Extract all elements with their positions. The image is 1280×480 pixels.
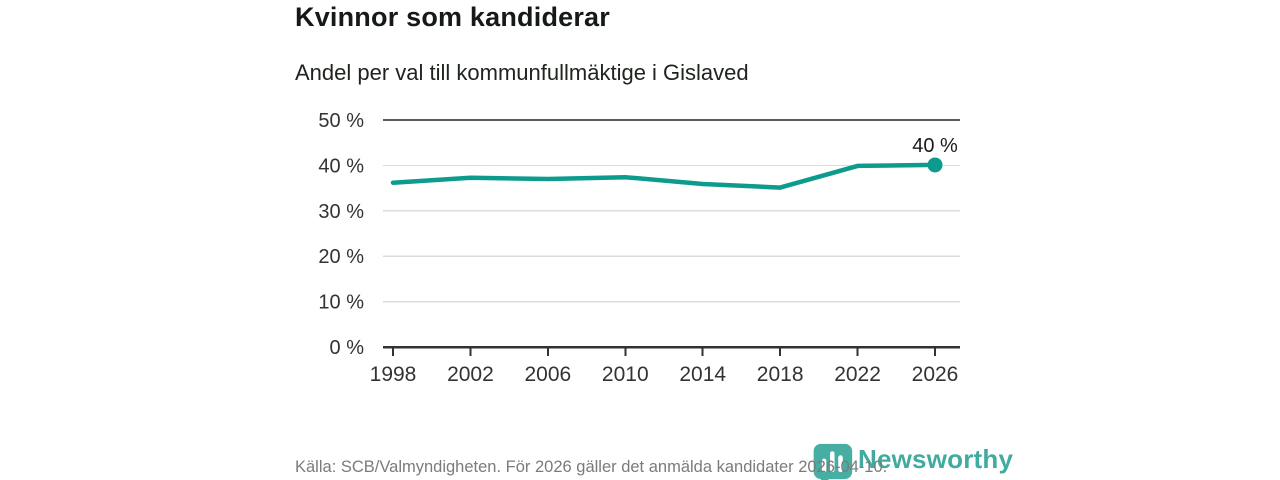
- y-axis-tick-label: 50 %: [318, 110, 364, 132]
- y-axis-tick-label: 30 %: [318, 201, 364, 223]
- x-axis-tick-label: 2006: [524, 363, 571, 386]
- chart-title: Kvinnor som kandiderar: [295, 2, 610, 32]
- y-axis-tick-label: 20 %: [318, 246, 364, 268]
- x-axis-tick-label: 2022: [834, 363, 881, 386]
- y-axis-tick-label: 0 %: [330, 337, 365, 359]
- newsworthy-wordmark: Newsworthy: [858, 444, 1014, 474]
- trend-line: [390, 162, 938, 190]
- source-note: Källa: SCB/Valmyndigheten. För 2026 gäll…: [295, 458, 888, 476]
- y-axis-tick-label: 10 %: [318, 292, 364, 314]
- y-axis-tick-label: 40 %: [318, 155, 364, 177]
- last-point-label: 40 %: [912, 135, 958, 157]
- x-axis-tick-label: 1998: [370, 363, 417, 386]
- last-point-marker: [927, 157, 943, 173]
- x-axis-tick-label: 2010: [602, 363, 649, 386]
- x-axis-tick-label: 2014: [679, 363, 726, 386]
- x-axis-tick-label: 2018: [757, 363, 804, 386]
- line-chart: 0 % 10 % 20 % 30 % 40 % 50 % 1998 2002 2006 2010 2…: [318, 110, 960, 386]
- x-axis-tick-label: 2026: [912, 363, 959, 386]
- x-axis-tick-label: 2002: [447, 363, 494, 386]
- chart-subtitle: Andel per val till kommunfullmäktige i G…: [295, 60, 749, 85]
- newsworthy-speech-bubble-bar-chart-icon: [813, 443, 853, 480]
- newsworthy-logo: Newsworthy: [812, 443, 1013, 480]
